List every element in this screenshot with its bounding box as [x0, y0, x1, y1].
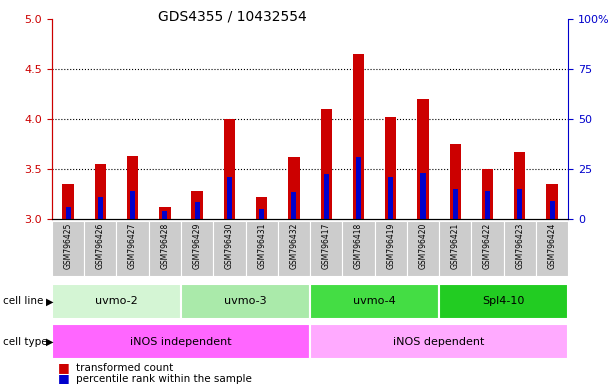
Text: GSM796421: GSM796421: [451, 222, 460, 269]
Bar: [65, 207, 71, 219]
Text: transformed count: transformed count: [76, 363, 174, 373]
Bar: [482, 169, 493, 219]
Bar: [224, 119, 235, 219]
Bar: [536, 221, 568, 276]
Text: GSM796422: GSM796422: [483, 222, 492, 269]
Bar: [310, 324, 568, 359]
Bar: [310, 221, 342, 276]
Text: GSM796424: GSM796424: [547, 222, 557, 269]
Bar: [291, 192, 296, 219]
Bar: [439, 221, 472, 276]
Bar: [321, 109, 332, 219]
Bar: [227, 177, 232, 219]
Bar: [439, 284, 568, 319]
Bar: [84, 221, 117, 276]
Text: percentile rank within the sample: percentile rank within the sample: [76, 374, 252, 384]
Bar: [246, 221, 278, 276]
Bar: [130, 191, 135, 219]
Text: GSM796423: GSM796423: [515, 222, 524, 269]
Bar: [278, 221, 310, 276]
Bar: [514, 152, 525, 219]
Bar: [181, 221, 213, 276]
Bar: [191, 191, 203, 219]
Bar: [127, 156, 138, 219]
Bar: [546, 184, 558, 219]
Text: iNOS independent: iNOS independent: [130, 337, 232, 347]
Bar: [472, 221, 503, 276]
Bar: [353, 54, 364, 219]
Bar: [117, 221, 148, 276]
Text: GSM796417: GSM796417: [322, 222, 331, 269]
Text: iNOS dependent: iNOS dependent: [393, 337, 485, 347]
Text: GDS4355 / 10432554: GDS4355 / 10432554: [158, 10, 307, 23]
Bar: [52, 324, 310, 359]
Bar: [213, 221, 246, 276]
Bar: [163, 211, 167, 219]
Bar: [52, 221, 84, 276]
Bar: [181, 284, 310, 319]
Bar: [95, 164, 106, 219]
Bar: [385, 117, 397, 219]
Text: uvmo-3: uvmo-3: [224, 296, 267, 306]
Bar: [356, 157, 361, 219]
Text: ▶: ▶: [46, 296, 53, 306]
Bar: [450, 144, 461, 219]
Bar: [148, 221, 181, 276]
Bar: [420, 173, 426, 219]
Text: Spl4-10: Spl4-10: [483, 296, 525, 306]
Text: uvmo-2: uvmo-2: [95, 296, 138, 306]
Text: GSM796418: GSM796418: [354, 222, 363, 269]
Text: GSM796431: GSM796431: [257, 222, 266, 269]
Bar: [194, 202, 200, 219]
Bar: [549, 201, 555, 219]
Text: GSM796430: GSM796430: [225, 222, 234, 269]
Bar: [375, 221, 407, 276]
Text: GSM796419: GSM796419: [386, 222, 395, 269]
Bar: [259, 209, 264, 219]
Bar: [52, 284, 181, 319]
Bar: [62, 184, 74, 219]
Text: GSM796428: GSM796428: [160, 222, 169, 269]
Bar: [324, 174, 329, 219]
Bar: [503, 221, 536, 276]
Text: GSM796429: GSM796429: [192, 222, 202, 269]
Text: GSM796432: GSM796432: [290, 222, 298, 269]
Text: uvmo-4: uvmo-4: [353, 296, 396, 306]
Bar: [342, 221, 375, 276]
Text: cell type: cell type: [3, 337, 48, 347]
Bar: [310, 284, 439, 319]
Bar: [288, 157, 299, 219]
Bar: [453, 189, 458, 219]
Bar: [159, 207, 170, 219]
Bar: [256, 197, 268, 219]
Text: ■: ■: [58, 361, 70, 374]
Text: GSM796427: GSM796427: [128, 222, 137, 269]
Bar: [518, 189, 522, 219]
Text: GSM796420: GSM796420: [419, 222, 428, 269]
Bar: [407, 221, 439, 276]
Text: GSM796426: GSM796426: [96, 222, 105, 269]
Text: GSM796425: GSM796425: [64, 222, 73, 269]
Bar: [388, 177, 393, 219]
Bar: [485, 191, 490, 219]
Text: ▶: ▶: [46, 337, 53, 347]
Text: ■: ■: [58, 372, 70, 384]
Bar: [98, 197, 103, 219]
Text: cell line: cell line: [3, 296, 43, 306]
Bar: [417, 99, 429, 219]
